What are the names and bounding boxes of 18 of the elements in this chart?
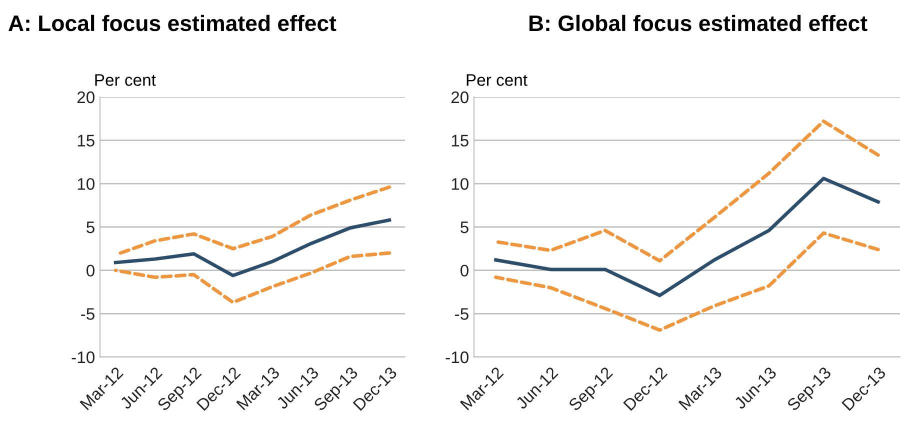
y-axis-title: Per cent [95, 74, 156, 86]
chart-title: B: Global focus estimated effect [529, 14, 868, 32]
y-tick-label: -10 [72, 351, 94, 364]
y-tick-label: 20 [77, 91, 94, 104]
y-tick-label: 10 [452, 178, 468, 190]
y-tick-label: -10 [446, 351, 468, 364]
y-tick-label: 0 [460, 264, 468, 277]
y-tick-label: 5 [460, 222, 468, 234]
y-tick-label: 5 [86, 222, 94, 234]
chart-title: A: Local focus estimated effect [8, 14, 336, 32]
y-tick-label: 20 [451, 91, 468, 104]
y-tick-label: 15 [452, 134, 468, 147]
y-tick-label: -5 [455, 308, 468, 320]
y-tick-label: 10 [78, 178, 94, 190]
y-tick-label: -5 [81, 308, 94, 320]
y-axis-title: Per cent [466, 74, 528, 86]
y-tick-label: 0 [86, 264, 94, 277]
y-tick-label: 15 [78, 134, 94, 147]
